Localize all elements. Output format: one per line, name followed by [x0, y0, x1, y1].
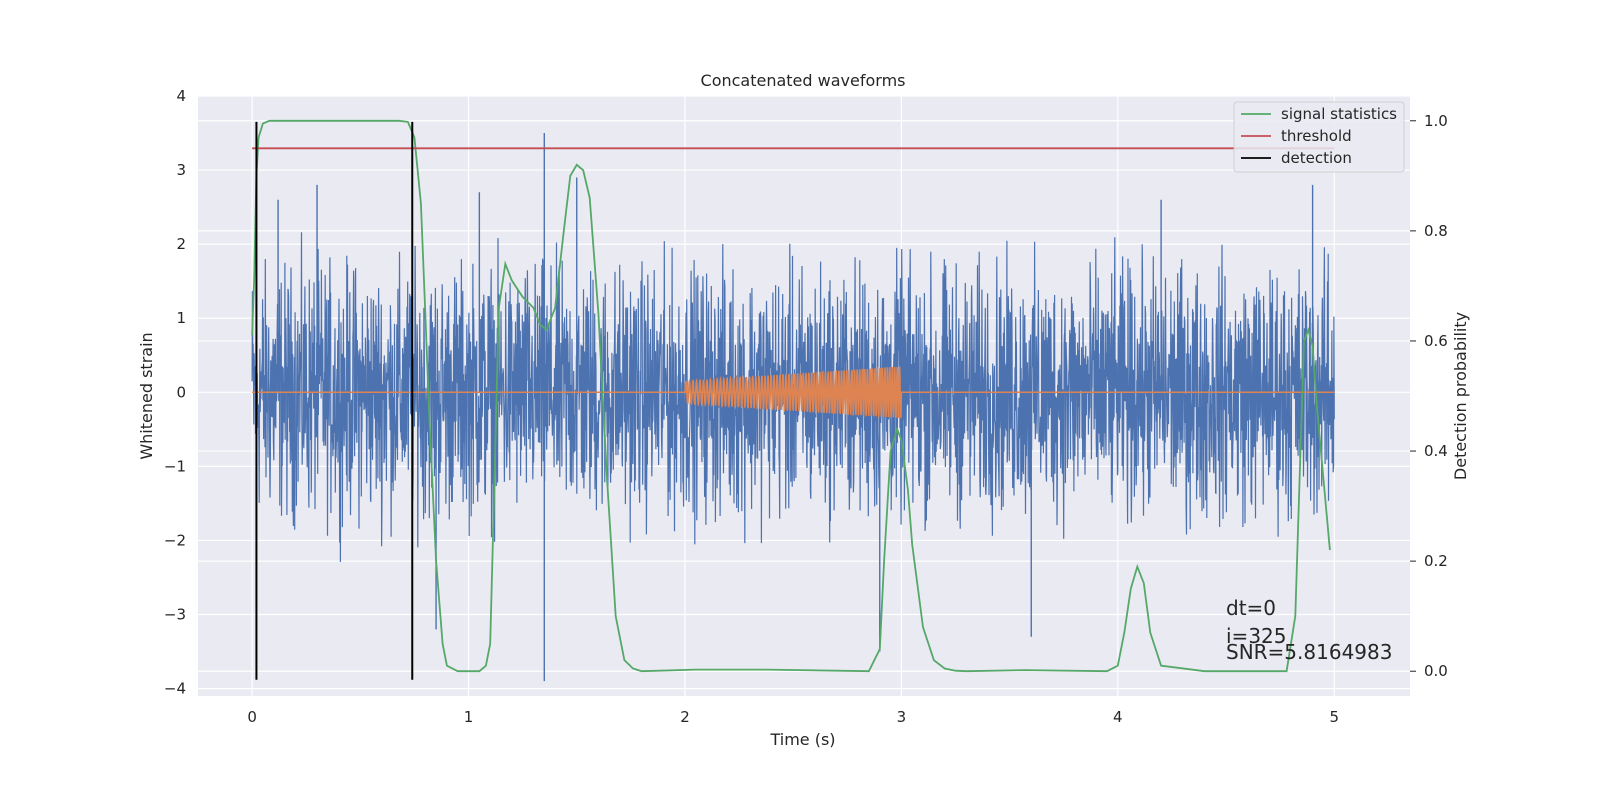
y-tick-label: 3: [176, 161, 186, 179]
annotation-dt: dt=0: [1226, 596, 1276, 620]
ticks-layer: 0 1 2 3 4 5 −4 −3 −2 −1 0 1 2 3 4 0.0 0.2 0.4 0.6 0.8 1.0: [164, 87, 1448, 726]
x-tick-label: 1: [464, 708, 474, 726]
x-tick-label: 2: [680, 708, 690, 726]
legend: signal statistics threshold detection: [1233, 101, 1405, 173]
y-right-tick-label: 1.0: [1424, 112, 1448, 130]
y-right-tick-label: 0.6: [1424, 332, 1448, 350]
annotation-snr: SNR=5.8164983: [1226, 640, 1392, 664]
chart-title: Concatenated waveforms: [701, 71, 906, 90]
waveform-chirp-line: [684, 366, 903, 419]
strain-noise-line: [251, 232, 1335, 562]
y-tick-label: 1: [176, 309, 186, 327]
x-tick-label: 3: [897, 708, 907, 726]
x-axis-label: Time (s): [769, 730, 835, 749]
annotation-i: i=325: [1226, 624, 1287, 648]
x-tick-label: 0: [247, 708, 257, 726]
legend-box: [1233, 101, 1405, 173]
x-tick-label: 5: [1329, 708, 1339, 726]
y-tick-label: −2: [164, 531, 186, 549]
y-axis-right-label: Detection probability: [1451, 312, 1470, 480]
series-layer: [251, 119, 1335, 682]
y-right-tick-label: 0.0: [1424, 662, 1448, 680]
y-axis-label: Whitened strain: [137, 332, 156, 459]
y-tick-label: −1: [164, 457, 186, 475]
y-right-tick-label: 0.2: [1424, 552, 1448, 570]
y-right-tick-label: 0.4: [1424, 442, 1448, 460]
y-right-tick-label: 0.8: [1424, 222, 1448, 240]
signal-statistics-line: [251, 119, 1331, 673]
y-tick-label: 0: [176, 383, 186, 401]
legend-label-threshold: threshold: [1281, 127, 1352, 145]
legend-label-detection: detection: [1281, 149, 1352, 167]
y-tick-label: −4: [164, 680, 186, 698]
x-tick-label: 4: [1113, 708, 1123, 726]
legend-label-signal-statistics: signal statistics: [1281, 105, 1397, 123]
y-tick-label: −3: [164, 606, 186, 624]
y-tick-label: 4: [176, 87, 186, 105]
y-tick-label: 2: [176, 235, 186, 253]
